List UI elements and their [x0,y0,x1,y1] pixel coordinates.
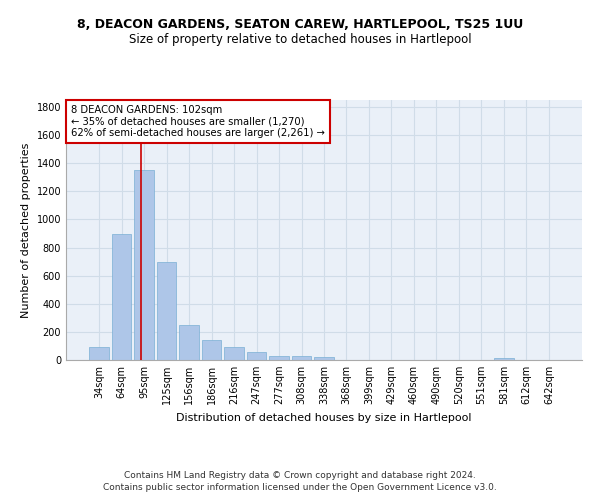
Text: 8, DEACON GARDENS, SEATON CAREW, HARTLEPOOL, TS25 1UU: 8, DEACON GARDENS, SEATON CAREW, HARTLEP… [77,18,523,30]
Bar [157,262,176,360]
Bar [292,356,311,360]
Bar [89,348,109,360]
Bar [269,356,289,360]
Y-axis label: Number of detached properties: Number of detached properties [21,142,31,318]
Text: Contains public sector information licensed under the Open Government Licence v3: Contains public sector information licen… [103,484,497,492]
Bar [134,170,154,360]
Bar [112,234,131,360]
Bar [247,352,266,360]
Text: Contains HM Land Registry data © Crown copyright and database right 2024.: Contains HM Land Registry data © Crown c… [124,471,476,480]
Bar [314,357,334,360]
Bar [202,340,221,360]
Text: 8 DEACON GARDENS: 102sqm
← 35% of detached houses are smaller (1,270)
62% of sem: 8 DEACON GARDENS: 102sqm ← 35% of detach… [71,105,325,138]
Bar [224,348,244,360]
Text: Size of property relative to detached houses in Hartlepool: Size of property relative to detached ho… [128,32,472,46]
X-axis label: Distribution of detached houses by size in Hartlepool: Distribution of detached houses by size … [176,412,472,422]
Bar [179,325,199,360]
Bar [494,358,514,360]
